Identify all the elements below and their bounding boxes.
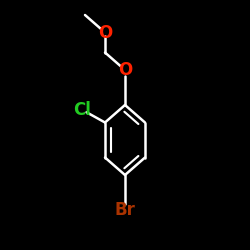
Text: Br: Br: [114, 201, 136, 219]
Text: Cl: Cl: [74, 101, 92, 119]
Text: O: O: [118, 61, 132, 79]
Text: O: O: [98, 24, 112, 42]
